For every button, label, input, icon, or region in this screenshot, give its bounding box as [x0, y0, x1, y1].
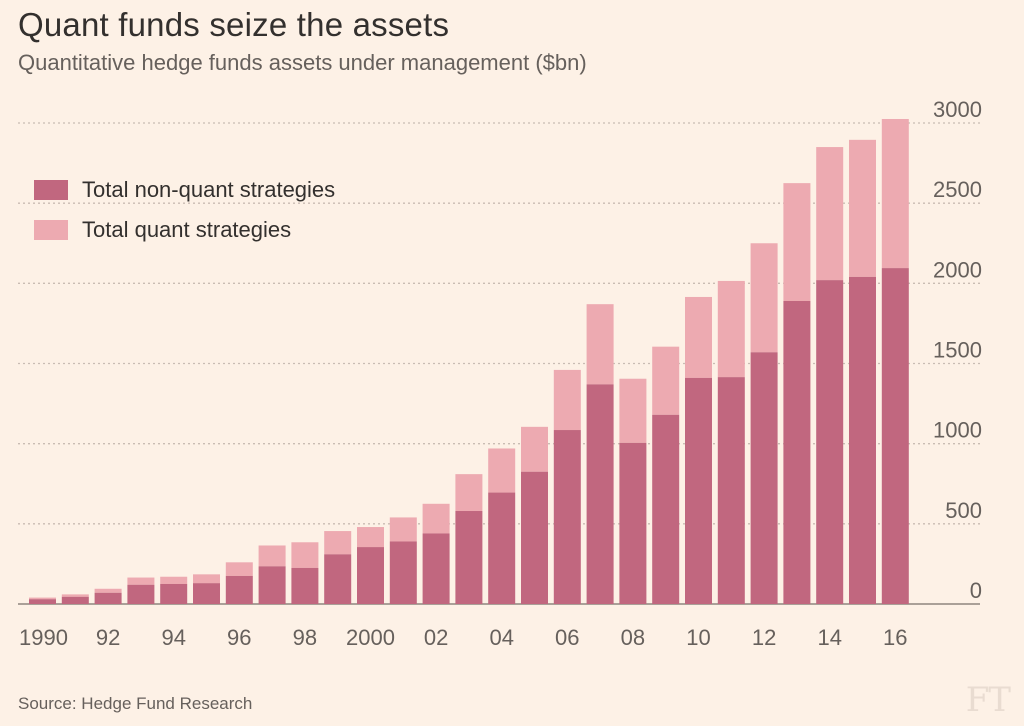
y-tick-label: 0 [970, 578, 982, 603]
bar-quant [193, 574, 220, 584]
y-tick-label: 500 [945, 498, 982, 523]
bar-quant [488, 448, 516, 493]
bar-non-quant [324, 554, 352, 604]
y-tick-label: 2000 [933, 257, 982, 282]
bar-quant [389, 517, 417, 542]
x-tick-label: 08 [621, 625, 645, 650]
bar-quant [291, 542, 319, 568]
x-tick-label: 06 [555, 625, 579, 650]
x-tick-label: 94 [161, 625, 185, 650]
bar-quant [61, 594, 89, 597]
legend-label-non-quant: Total non-quant strategies [82, 177, 336, 202]
legend-label-quant: Total quant strategies [82, 217, 292, 242]
x-tick-label: 14 [817, 625, 841, 650]
bar-non-quant [160, 583, 188, 604]
bar-non-quant [258, 566, 286, 604]
bar-non-quant [521, 471, 548, 604]
x-tick-label: 2000 [346, 625, 395, 650]
y-tick-label: 3000 [933, 97, 982, 122]
bar-quant [553, 369, 581, 431]
bar-quant [422, 503, 450, 534]
bar-quant [750, 243, 778, 353]
x-tick-label: 1990 [19, 625, 68, 650]
bar-non-quant [357, 547, 384, 604]
bar-non-quant [685, 377, 712, 604]
ft-logo: FT [965, 680, 1011, 720]
bar-quant [849, 139, 876, 277]
bar-non-quant [291, 567, 319, 604]
bar-non-quant [783, 300, 811, 604]
bar-non-quant [193, 583, 220, 604]
bar-non-quant [750, 352, 778, 604]
bar-non-quant [619, 442, 647, 604]
bar-quant [783, 183, 811, 301]
x-tick-label: 12 [752, 625, 776, 650]
bar-quant [881, 118, 909, 269]
bar-quant [455, 474, 483, 512]
bar-non-quant [61, 596, 89, 604]
legend-swatch-non-quant [34, 180, 68, 200]
x-tick-label: 10 [686, 625, 710, 650]
bar-non-quant [586, 384, 614, 604]
legend-swatch-quant [34, 220, 68, 240]
bar-non-quant [816, 280, 844, 604]
bar-quant [324, 531, 352, 555]
bar-non-quant [652, 414, 680, 604]
y-tick-label: 2500 [933, 177, 982, 202]
x-tick-label: 92 [96, 625, 120, 650]
x-tick-label: 16 [883, 625, 907, 650]
bar-quant [586, 304, 614, 385]
bar-non-quant [29, 599, 56, 604]
bar-quant [685, 296, 712, 378]
bar-non-quant [127, 584, 155, 604]
bar-quant [94, 588, 122, 593]
bar-quant [225, 562, 253, 576]
bar-non-quant [553, 430, 581, 604]
x-tick-label: 98 [293, 625, 317, 650]
chart-subtitle: Quantitative hedge funds assets under ma… [18, 50, 587, 75]
x-tick-label: 04 [489, 625, 513, 650]
chart-title: Quant funds seize the assets [18, 6, 450, 43]
bar-quant [127, 577, 155, 585]
x-tick-label: 96 [227, 625, 251, 650]
bar-quant [357, 527, 384, 548]
bar-non-quant [455, 511, 483, 604]
bar-quant [160, 576, 188, 584]
bar-quant [816, 147, 844, 281]
legend: Total non-quant strategies Total quant s… [34, 170, 335, 250]
bar-quant [717, 280, 745, 378]
legend-item-non-quant: Total non-quant strategies [34, 170, 335, 210]
legend-item-quant: Total quant strategies [34, 210, 335, 250]
y-tick-label: 1000 [933, 418, 982, 443]
bar-non-quant [94, 592, 122, 604]
bar-non-quant [849, 276, 876, 604]
bar-non-quant [389, 541, 417, 604]
bar-non-quant [488, 492, 516, 604]
bar-quant [258, 545, 286, 567]
bar-quant [619, 378, 647, 443]
x-tick-label: 02 [424, 625, 448, 650]
bar-non-quant [881, 268, 909, 604]
bar-quant [652, 346, 680, 415]
source-note: Source: Hedge Fund Research [18, 694, 253, 713]
bar-non-quant [225, 575, 253, 604]
y-tick-label: 1500 [933, 338, 982, 363]
bar-quant [29, 597, 56, 600]
bar-non-quant [422, 533, 450, 604]
bar-quant [521, 426, 548, 472]
bar-non-quant [717, 377, 745, 604]
